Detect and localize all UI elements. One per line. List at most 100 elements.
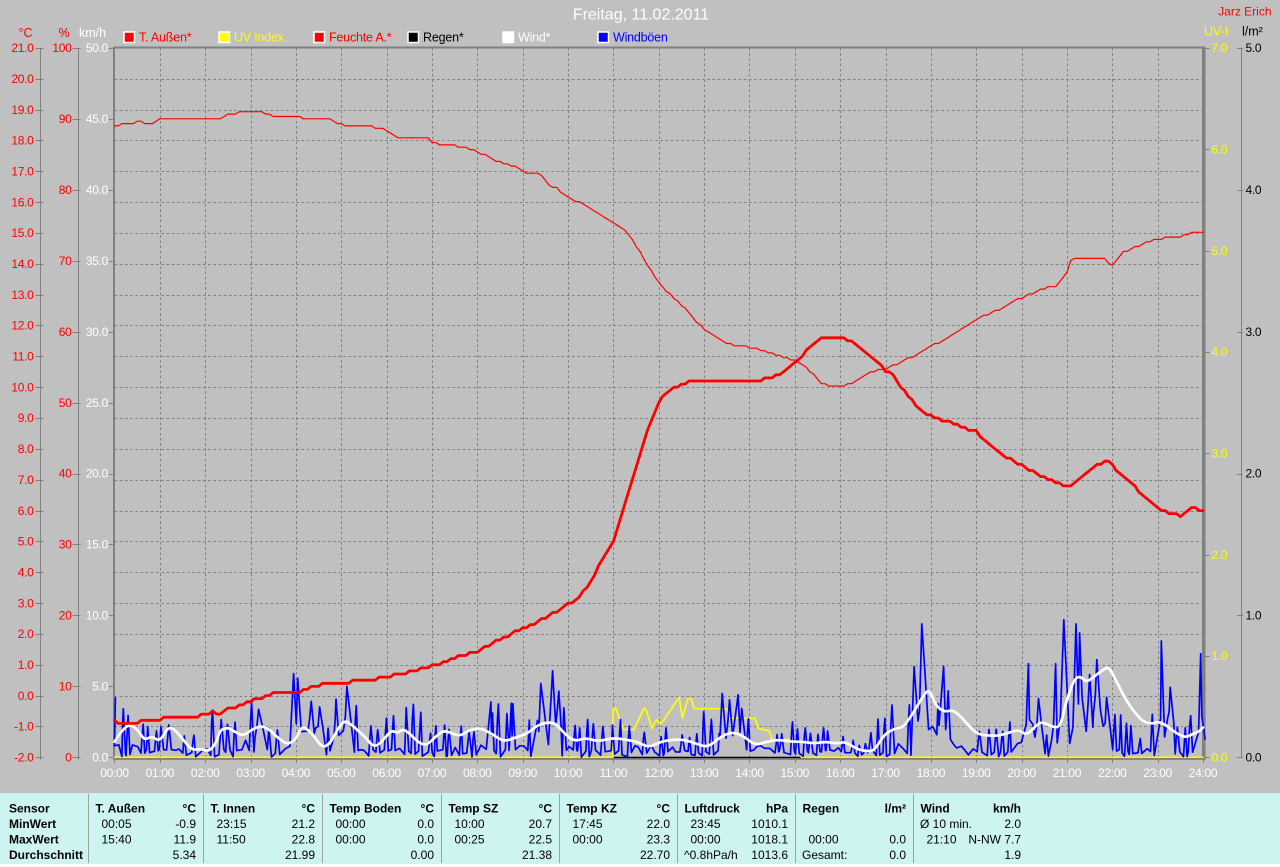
svg-text:MinWert: MinWert [9,817,56,831]
svg-text:2.0: 2.0 [18,627,34,641]
svg-text:20.0: 20.0 [11,72,34,86]
svg-text:1013.6: 1013.6 [751,848,788,862]
svg-text:0.0: 0.0 [92,751,108,765]
svg-text:02:00: 02:00 [191,766,220,780]
svg-text:°C: °C [539,802,553,816]
svg-text:l/m²: l/m² [1242,25,1263,39]
svg-text:22.5: 22.5 [529,833,553,847]
svg-text:10.0: 10.0 [86,609,109,623]
svg-text:22.0: 22.0 [647,817,671,831]
svg-text:23:00: 23:00 [1143,766,1172,780]
svg-text:Jarz Erich: Jarz Erich [1218,5,1271,19]
svg-text:90: 90 [59,112,72,126]
svg-text:00:00: 00:00 [691,833,721,847]
svg-text:25.0: 25.0 [86,396,109,410]
svg-text:°C: °C [302,802,316,816]
svg-text:9.0: 9.0 [18,411,34,425]
svg-text:50: 50 [59,396,72,410]
svg-text:Temp Boden: Temp Boden [330,802,402,816]
svg-text:05:00: 05:00 [327,766,356,780]
svg-text:00:25: 00:25 [455,833,485,847]
svg-text:6.0: 6.0 [1212,142,1228,156]
svg-text:km/h: km/h [993,802,1021,816]
svg-text:%: % [58,26,69,40]
svg-text:16.0: 16.0 [11,195,34,209]
svg-text:MaxWert: MaxWert [9,833,59,847]
svg-text:22:00: 22:00 [1098,766,1127,780]
svg-text:Gesamt:: Gesamt: [802,848,847,862]
svg-text:14.0: 14.0 [11,257,34,271]
svg-text:00:00: 00:00 [809,833,839,847]
svg-text:14:00: 14:00 [735,766,764,780]
svg-text:0.0: 0.0 [18,689,34,703]
svg-text:09:00: 09:00 [508,766,537,780]
svg-text:11:50: 11:50 [217,833,246,847]
svg-text:1.9: 1.9 [1004,848,1021,862]
svg-text:30: 30 [59,538,72,552]
svg-text:°C: °C [183,802,197,816]
svg-text:10: 10 [59,680,72,694]
svg-text:UV Index: UV Index [234,31,285,45]
svg-text:3.0: 3.0 [1246,325,1262,339]
svg-text:80: 80 [59,183,72,197]
svg-text:04:00: 04:00 [282,766,311,780]
svg-text:12:00: 12:00 [645,766,674,780]
svg-text:5.0: 5.0 [18,535,34,549]
svg-text:1010.1: 1010.1 [751,817,788,831]
svg-text:0.0: 0.0 [1212,751,1228,765]
svg-text:22.70: 22.70 [640,848,670,862]
svg-text:22.8: 22.8 [292,833,316,847]
svg-text:60: 60 [59,325,72,339]
svg-text:18.0: 18.0 [11,134,34,148]
svg-text:01:00: 01:00 [146,766,175,780]
svg-text:23:45: 23:45 [691,817,721,831]
svg-text:17:00: 17:00 [871,766,900,780]
svg-text:03:00: 03:00 [236,766,265,780]
svg-text:13:00: 13:00 [690,766,719,780]
svg-text:3.0: 3.0 [1212,447,1228,461]
svg-text:5.0: 5.0 [92,680,108,694]
svg-text:24:00: 24:00 [1189,766,1218,780]
svg-text:^0.8hPa/h: ^0.8hPa/h [684,848,738,862]
svg-text:Regen: Regen [803,802,840,816]
svg-text:1.0: 1.0 [1246,609,1262,623]
svg-text:00:00: 00:00 [573,833,603,847]
svg-text:00:00: 00:00 [100,766,129,780]
svg-text:4.0: 4.0 [1212,345,1228,359]
svg-text:17.0: 17.0 [11,165,34,179]
svg-text:Ø 10 min.: Ø 10 min. [920,817,972,831]
svg-text:N-NW 7.7: N-NW 7.7 [968,833,1021,847]
svg-text:23.3: 23.3 [647,833,671,847]
svg-text:15.0: 15.0 [11,226,34,240]
svg-text:km/h: km/h [79,26,106,40]
svg-text:l/m²: l/m² [885,802,906,816]
svg-text:45.0: 45.0 [86,112,109,126]
svg-text:21.38: 21.38 [522,848,552,862]
svg-text:20.0: 20.0 [86,467,109,481]
svg-text:20:00: 20:00 [1007,766,1036,780]
svg-text:Feuchte A.*: Feuchte A.* [329,31,392,45]
svg-text:0: 0 [65,751,72,765]
svg-text:7.0: 7.0 [1212,41,1228,55]
svg-text:11.0: 11.0 [12,350,34,364]
svg-text:15:00: 15:00 [781,766,810,780]
svg-text:19.0: 19.0 [11,103,34,117]
svg-text:8.0: 8.0 [18,442,34,456]
svg-text:16:00: 16:00 [826,766,855,780]
svg-text:20.7: 20.7 [529,817,553,831]
svg-text:10:00: 10:00 [554,766,583,780]
svg-text:Wind: Wind [921,802,950,816]
svg-text:21.0: 21.0 [11,41,34,55]
svg-text:5.0: 5.0 [1246,41,1262,55]
svg-text:2.0: 2.0 [1004,817,1021,831]
svg-text:Freitag, 11.02.2011: Freitag, 11.02.2011 [573,7,709,24]
svg-text:Wind*: Wind* [518,31,551,45]
svg-text:0.0: 0.0 [417,833,434,847]
svg-text:10:00: 10:00 [455,817,485,831]
svg-text:40.0: 40.0 [86,183,109,197]
svg-text:19:00: 19:00 [962,766,991,780]
svg-text:Temp SZ: Temp SZ [449,802,499,816]
svg-text:15:40: 15:40 [102,833,132,847]
svg-text:23:15: 23:15 [217,817,247,831]
svg-text:0.0: 0.0 [889,848,906,862]
